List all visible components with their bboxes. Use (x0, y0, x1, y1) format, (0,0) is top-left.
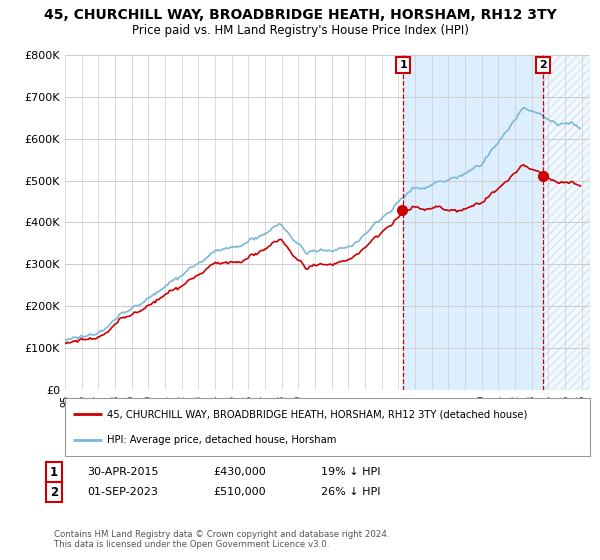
Text: 26% ↓ HPI: 26% ↓ HPI (321, 487, 380, 497)
Bar (543, 55, 590, 390)
Text: 1: 1 (50, 465, 58, 478)
Text: £430,000: £430,000 (213, 467, 266, 477)
Text: £510,000: £510,000 (213, 487, 266, 497)
Text: 2: 2 (50, 486, 58, 498)
Text: HPI: Average price, detached house, Horsham: HPI: Average price, detached house, Hors… (107, 435, 337, 445)
Text: 30-APR-2015: 30-APR-2015 (87, 467, 158, 477)
Text: 45, CHURCHILL WAY, BROADBRIDGE HEATH, HORSHAM, RH12 3TY: 45, CHURCHILL WAY, BROADBRIDGE HEATH, HO… (44, 8, 556, 22)
Text: 19% ↓ HPI: 19% ↓ HPI (321, 467, 380, 477)
Text: 1: 1 (399, 60, 407, 70)
Bar (543, 55, 590, 390)
Text: 01-SEP-2023: 01-SEP-2023 (87, 487, 158, 497)
Text: 45, CHURCHILL WAY, BROADBRIDGE HEATH, HORSHAM, RH12 3TY (detached house): 45, CHURCHILL WAY, BROADBRIDGE HEATH, HO… (107, 409, 527, 419)
Text: Price paid vs. HM Land Registry's House Price Index (HPI): Price paid vs. HM Land Registry's House … (131, 24, 469, 37)
Text: 2: 2 (539, 60, 547, 70)
Text: Contains HM Land Registry data © Crown copyright and database right 2024.
This d: Contains HM Land Registry data © Crown c… (54, 530, 389, 549)
Bar (403, 55, 543, 390)
